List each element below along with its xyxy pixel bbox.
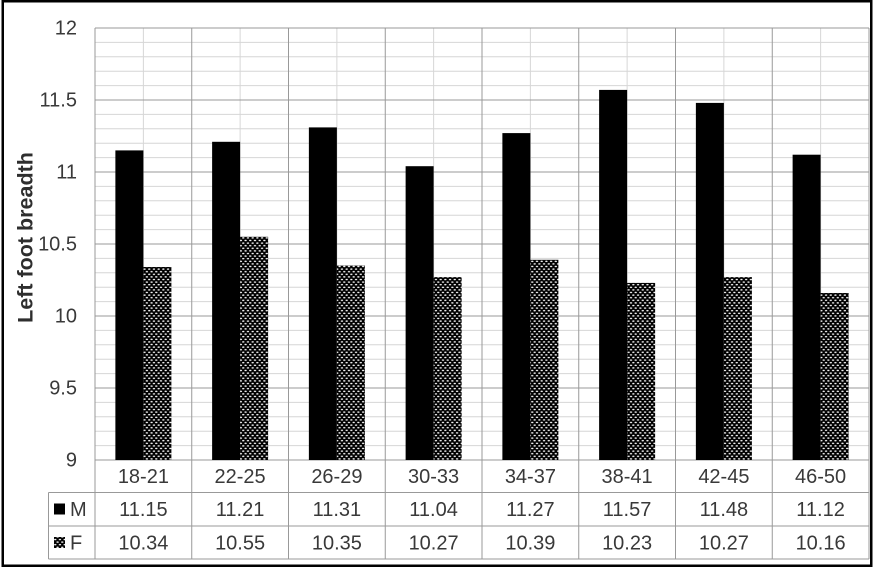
svg-text:11.21: 11.21 <box>216 499 265 521</box>
svg-text:10.27: 10.27 <box>699 533 749 555</box>
svg-text:10.39: 10.39 <box>505 533 555 555</box>
svg-text:18-21: 18-21 <box>118 466 169 488</box>
svg-text:34-37: 34-37 <box>505 466 556 488</box>
svg-text:10.55: 10.55 <box>215 533 265 555</box>
svg-text:11.12: 11.12 <box>796 499 845 521</box>
svg-text:9: 9 <box>66 450 77 472</box>
svg-text:11.57: 11.57 <box>603 499 652 521</box>
svg-text:10.16: 10.16 <box>796 533 846 555</box>
svg-text:10.27: 10.27 <box>409 533 459 555</box>
svg-text:11.15: 11.15 <box>119 499 168 521</box>
svg-text:26-29: 26-29 <box>311 466 362 488</box>
svg-text:F: F <box>70 533 82 555</box>
svg-text:10.34: 10.34 <box>118 533 168 555</box>
svg-text:42-45: 42-45 <box>698 466 749 488</box>
svg-text:11.04: 11.04 <box>409 499 458 521</box>
svg-text:30-33: 30-33 <box>408 466 459 488</box>
svg-text:M: M <box>70 499 87 521</box>
svg-text:9.5: 9.5 <box>49 378 77 400</box>
svg-text:11.31: 11.31 <box>313 499 362 521</box>
svg-text:46-50: 46-50 <box>795 466 846 488</box>
svg-text:11: 11 <box>56 162 77 184</box>
svg-text:11.27: 11.27 <box>506 499 555 521</box>
svg-text:10.35: 10.35 <box>312 533 362 555</box>
svg-text:22-25: 22-25 <box>215 466 266 488</box>
svg-text:12: 12 <box>55 18 77 40</box>
svg-text:Left foot breadth: Left foot breadth <box>14 152 38 323</box>
svg-text:11.48: 11.48 <box>700 499 749 521</box>
svg-text:38-41: 38-41 <box>602 466 653 488</box>
svg-text:10: 10 <box>55 306 77 328</box>
svg-text:10.23: 10.23 <box>602 533 652 555</box>
svg-text:11.5: 11.5 <box>40 90 77 112</box>
svg-text:10.5: 10.5 <box>38 234 77 256</box>
